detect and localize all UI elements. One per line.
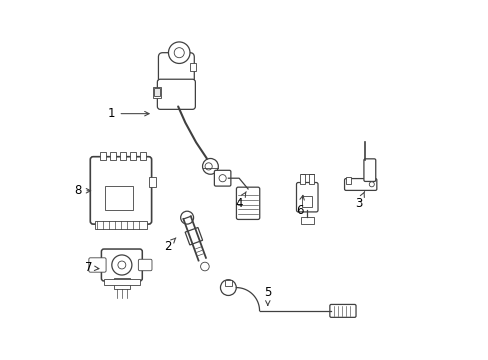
FancyBboxPatch shape [90, 157, 151, 224]
Text: 2: 2 [163, 238, 176, 253]
Circle shape [168, 42, 190, 63]
FancyBboxPatch shape [157, 79, 195, 109]
Bar [300, 217, 313, 224]
Circle shape [220, 280, 236, 296]
FancyBboxPatch shape [344, 179, 376, 190]
Bar [104, 279, 140, 285]
Bar [185, 228, 202, 245]
Circle shape [204, 163, 212, 170]
Bar [153, 88, 160, 96]
Bar [95, 221, 147, 229]
Circle shape [180, 211, 193, 224]
FancyBboxPatch shape [89, 258, 106, 272]
Bar [346, 177, 350, 184]
FancyBboxPatch shape [138, 259, 152, 271]
Bar [120, 152, 126, 159]
Bar [300, 174, 305, 184]
Circle shape [200, 262, 209, 271]
Bar [224, 280, 231, 286]
Bar [148, 176, 156, 187]
FancyBboxPatch shape [158, 53, 194, 86]
Bar [190, 63, 196, 71]
Bar [109, 152, 116, 159]
Circle shape [118, 261, 125, 269]
Bar [302, 197, 312, 207]
FancyBboxPatch shape [236, 187, 259, 220]
FancyBboxPatch shape [296, 183, 317, 212]
Bar [100, 152, 106, 159]
Text: 4: 4 [235, 192, 245, 210]
Text: 3: 3 [355, 192, 364, 210]
Bar [104, 186, 133, 211]
Circle shape [112, 255, 132, 275]
Text: 5: 5 [264, 287, 271, 305]
Text: 8: 8 [74, 184, 90, 197]
Text: 7: 7 [84, 261, 99, 274]
Circle shape [368, 182, 373, 187]
Bar [153, 87, 161, 98]
FancyBboxPatch shape [101, 249, 142, 281]
Bar [140, 152, 146, 159]
FancyBboxPatch shape [214, 170, 230, 186]
Bar [114, 278, 129, 289]
Circle shape [202, 158, 218, 174]
Circle shape [174, 48, 184, 58]
Text: 6: 6 [296, 195, 304, 217]
FancyBboxPatch shape [329, 305, 355, 318]
Bar [129, 152, 136, 159]
Bar [308, 174, 313, 184]
Circle shape [219, 175, 226, 182]
FancyBboxPatch shape [363, 159, 375, 181]
Text: 1: 1 [108, 107, 149, 120]
